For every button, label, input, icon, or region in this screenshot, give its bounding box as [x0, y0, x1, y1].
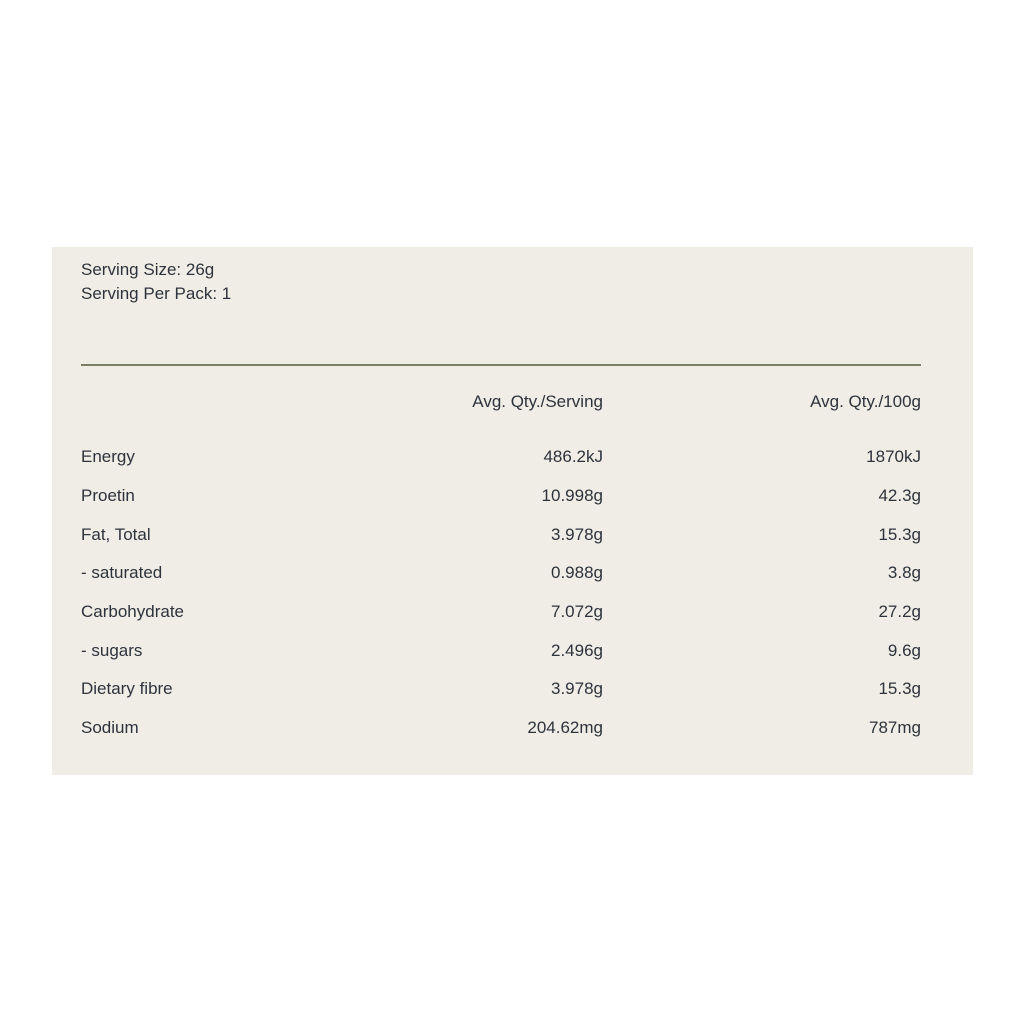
table-row: Fat, Total 3.978g 15.3g [81, 515, 921, 554]
serving-per-pack-text: Serving Per Pack: 1 [81, 284, 232, 303]
per100g-value: 787mg [869, 718, 921, 738]
per100g-value: 42.3g [878, 486, 921, 506]
nutrient-label: Proetin [81, 486, 135, 506]
per100g-value: 1870kJ [866, 447, 921, 467]
table-row: - sugars 2.496g 9.6g [81, 631, 921, 670]
serving-value: 3.978g [551, 524, 603, 544]
header-avg-qty-100g: Avg. Qty./100g [810, 392, 921, 411]
per100g-value: 3.8g [887, 563, 921, 583]
nutrient-label: Fat, Total [81, 524, 151, 544]
table-row: - saturated 0.988g 3.8g [81, 554, 921, 593]
per100g-value: 15.3g [878, 679, 921, 699]
nutrient-label: - saturated [81, 563, 163, 583]
nutrition-rows: Energy 486.2kJ 1870kJ Proetin 10.998g 42… [81, 438, 921, 748]
nutrient-label: Sodium [81, 718, 139, 738]
serving-size-text: Serving Size: 26g [81, 260, 215, 279]
per100g-value: 27.2g [878, 602, 921, 622]
serving-value: 2.496g [551, 640, 603, 660]
nutrient-label: Energy [81, 447, 135, 467]
serving-value: 10.998g [541, 486, 603, 506]
per100g-value: 9.6g [887, 640, 921, 660]
nutrient-label: - sugars [81, 640, 143, 660]
serving-value: 486.2kJ [543, 447, 603, 467]
table-row: Carbohydrate 7.072g 27.2g [81, 593, 921, 632]
table-header-row: Avg. Qty./Serving Avg. Qty./100g [81, 386, 921, 418]
per100g-value: 15.3g [878, 524, 921, 544]
serving-value: 204.62mg [527, 718, 603, 738]
table-row: Energy 486.2kJ 1870kJ [81, 438, 921, 477]
nutrient-label: Dietary fibre [81, 679, 173, 699]
table-row: Sodium 204.62mg 787mg [81, 709, 921, 748]
serving-value: 7.072g [551, 602, 603, 622]
table-row: Dietary fibre 3.978g 15.3g [81, 670, 921, 709]
header-avg-qty-serving: Avg. Qty./Serving [472, 392, 603, 411]
serving-value: 0.988g [551, 563, 603, 583]
serving-info: Serving Size: 26g Serving Per Pack: 1 [81, 247, 921, 306]
nutrient-label: Carbohydrate [81, 602, 185, 622]
nutrition-panel: Serving Size: 26g Serving Per Pack: 1 Av… [52, 247, 973, 775]
table-row: Proetin 10.998g 42.3g [81, 477, 921, 516]
serving-value: 3.978g [551, 679, 603, 699]
divider-line [81, 364, 921, 366]
